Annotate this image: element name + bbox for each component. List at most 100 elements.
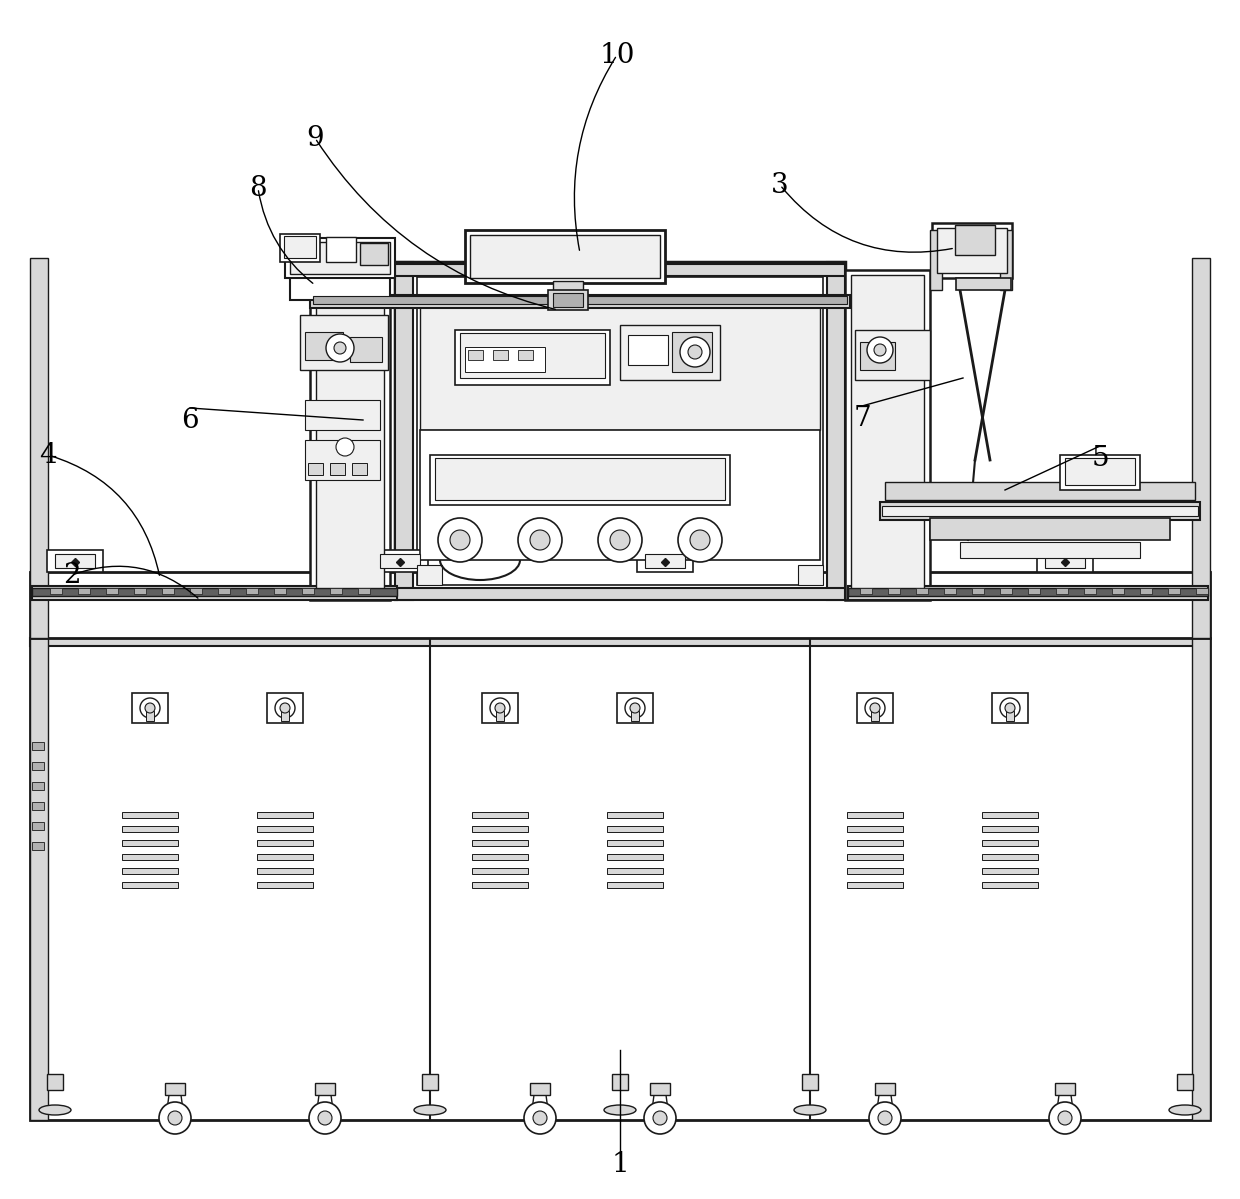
Bar	[422, 1074, 438, 1090]
Bar	[851, 275, 924, 595]
Bar	[257, 826, 312, 832]
Bar	[32, 588, 397, 596]
Circle shape	[280, 703, 290, 713]
Bar	[396, 263, 413, 600]
Bar	[310, 300, 391, 600]
Bar	[470, 235, 660, 278]
Bar	[482, 693, 518, 723]
Bar	[379, 554, 420, 568]
Circle shape	[1004, 703, 1016, 713]
Bar	[1192, 258, 1210, 638]
Text: 5: 5	[1091, 445, 1109, 471]
Circle shape	[159, 1102, 191, 1134]
Bar	[326, 237, 356, 263]
Circle shape	[336, 438, 353, 456]
Bar	[608, 868, 663, 874]
Bar	[637, 550, 693, 572]
Text: 2: 2	[63, 561, 81, 589]
Circle shape	[317, 1111, 332, 1125]
Bar	[631, 711, 639, 721]
Bar	[372, 550, 428, 572]
Bar	[1065, 458, 1135, 486]
Bar	[246, 588, 258, 594]
Bar	[1045, 554, 1085, 568]
Circle shape	[140, 698, 160, 718]
Bar	[190, 588, 202, 594]
Circle shape	[275, 698, 295, 718]
Text: 1: 1	[611, 1151, 629, 1179]
Circle shape	[866, 698, 885, 718]
Bar	[802, 1074, 818, 1090]
Bar	[47, 550, 103, 572]
Bar	[315, 1083, 335, 1095]
Bar	[880, 502, 1200, 520]
Bar	[672, 332, 712, 372]
Bar	[608, 854, 663, 860]
Bar	[417, 277, 823, 585]
Circle shape	[1058, 1111, 1073, 1125]
Bar	[882, 506, 1198, 516]
Bar	[494, 350, 508, 360]
Bar	[310, 295, 849, 308]
Bar	[618, 693, 653, 723]
Circle shape	[438, 518, 482, 562]
Bar	[420, 300, 820, 430]
Bar	[274, 588, 286, 594]
Bar	[396, 263, 844, 600]
Bar	[290, 265, 391, 300]
Bar	[827, 263, 844, 600]
Circle shape	[450, 530, 470, 550]
Bar	[122, 882, 179, 888]
Bar	[32, 802, 43, 811]
Bar	[290, 242, 391, 275]
Bar	[848, 588, 1208, 596]
Bar	[467, 350, 484, 360]
Bar	[417, 565, 441, 585]
Ellipse shape	[604, 1105, 636, 1115]
Bar	[257, 882, 312, 888]
Bar	[257, 868, 312, 874]
Bar	[960, 542, 1140, 558]
Bar	[350, 337, 382, 362]
Bar	[1140, 588, 1152, 594]
Bar	[472, 854, 528, 860]
Bar	[303, 588, 314, 594]
Bar	[330, 463, 345, 475]
Bar	[930, 518, 1171, 540]
Bar	[888, 588, 900, 594]
Bar	[1037, 550, 1092, 572]
Bar	[257, 812, 312, 818]
Bar	[122, 854, 179, 860]
Bar	[122, 840, 179, 846]
Circle shape	[309, 1102, 341, 1134]
Circle shape	[999, 698, 1021, 718]
Bar	[55, 554, 95, 568]
Bar	[435, 458, 725, 500]
Bar	[982, 840, 1038, 846]
Bar	[284, 236, 316, 258]
Bar	[944, 588, 956, 594]
Bar	[1192, 638, 1210, 1120]
Bar	[162, 588, 174, 594]
Bar	[300, 315, 388, 370]
Bar	[982, 854, 1038, 860]
Bar	[613, 1074, 627, 1090]
Bar	[165, 1083, 185, 1095]
Bar	[32, 842, 43, 850]
Bar	[472, 826, 528, 832]
Circle shape	[689, 530, 711, 550]
Bar	[305, 400, 379, 430]
Bar	[937, 228, 1007, 273]
Bar	[496, 711, 503, 721]
Text: 3: 3	[771, 171, 789, 199]
Circle shape	[490, 698, 510, 718]
Bar	[992, 693, 1028, 723]
Text: 7: 7	[853, 404, 870, 432]
Bar	[218, 588, 229, 594]
Circle shape	[869, 1102, 901, 1134]
Circle shape	[1049, 1102, 1081, 1134]
Circle shape	[870, 703, 880, 713]
Bar	[1006, 711, 1014, 721]
Circle shape	[167, 1111, 182, 1125]
Bar	[857, 693, 893, 723]
